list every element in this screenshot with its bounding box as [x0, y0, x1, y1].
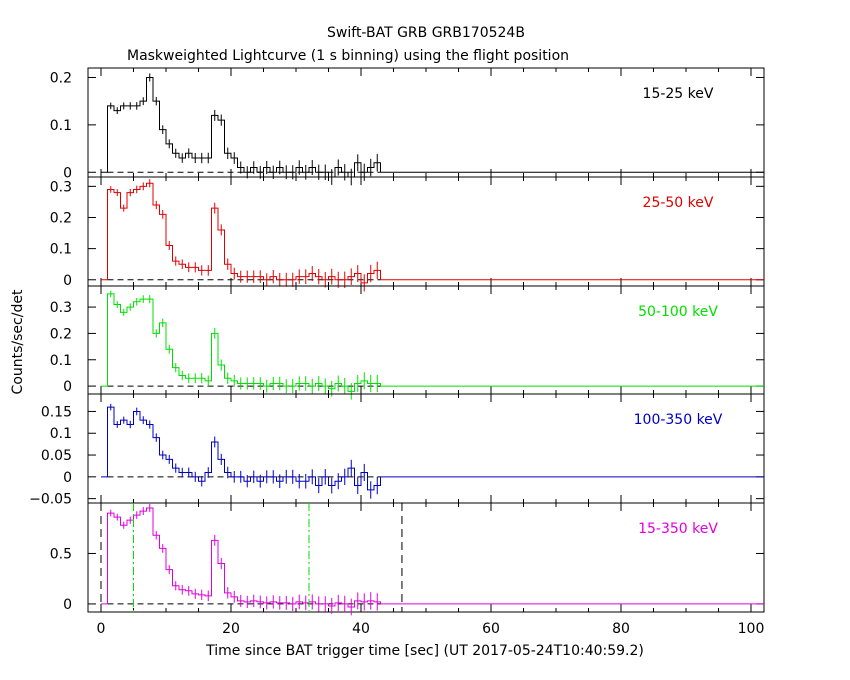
y-tick-label: 0.2 [50, 70, 72, 86]
x-tick-label: 40 [352, 621, 370, 637]
panel-frame [87, 67, 765, 178]
y-tick-label: 0.1 [50, 242, 72, 258]
y-tick-label: 0.1 [50, 353, 72, 369]
y-tick-label: 0 [63, 165, 72, 181]
x-tick-label: 80 [612, 621, 630, 637]
band-label: 50-100 keV [638, 304, 718, 320]
y-tick-label: 0.2 [50, 326, 72, 342]
chart-title: Swift-BAT GRB GRB170524B [327, 25, 525, 41]
y-tick-label: 0.2 [50, 210, 72, 226]
panel-frame [87, 176, 765, 287]
panel-3: −0.05 0 0.05 0.1 0.15 100-350 keV [29, 393, 765, 508]
x-tick-label: 0 [97, 621, 106, 637]
panel-2: 0 0.1 0.2 0.3 50-100 keV [50, 285, 765, 400]
y-tick-label: −0.05 [29, 492, 72, 508]
panel-4: 0 0.5 15-350 keV [50, 502, 765, 616]
panel-1: 0 0.1 0.2 0.3 25-50 keV [50, 176, 765, 292]
step-series [101, 293, 381, 392]
band-label: 15-350 keV [638, 521, 718, 537]
y-tick-label: 0 [63, 273, 72, 289]
x-tick-label: 60 [482, 621, 500, 637]
panel-0: 0 0.1 0.2 15-25 keV [50, 67, 765, 186]
y-tick-label: 0.15 [41, 404, 72, 420]
y-tick-label: 0 [63, 470, 72, 486]
panel-frame [87, 502, 765, 613]
y-tick-label: 0.1 [50, 118, 72, 134]
step-series [101, 182, 381, 284]
chart-subtitle: Maskweighted Lightcurve (1 s binning) us… [127, 48, 569, 64]
y-tick-label: 0.05 [41, 448, 72, 464]
y-tick-label: 0 [63, 597, 72, 613]
panel-frame [87, 393, 765, 504]
y-axis-label: Counts/sec/det [10, 289, 26, 394]
x-tick-labels: 0 20 40 60 80 100 [97, 621, 765, 637]
step-series [101, 76, 381, 178]
y-tick-label: 0.3 [50, 179, 72, 195]
x-tick-label: 20 [222, 621, 240, 637]
step-series [101, 507, 381, 608]
band-label: 100-350 keV [634, 412, 723, 428]
x-tick-label: 100 [738, 621, 765, 637]
y-tick-label: 0.3 [50, 300, 72, 316]
y-tick-label: 0.5 [50, 546, 72, 562]
band-label: 25-50 keV [643, 195, 714, 211]
y-tick-label: 0 [63, 379, 72, 395]
band-label: 15-25 keV [643, 86, 714, 102]
y-tick-label: 0.1 [50, 426, 72, 442]
x-axis-label: Time since BAT trigger time [sec] (UT 20… [205, 643, 644, 659]
